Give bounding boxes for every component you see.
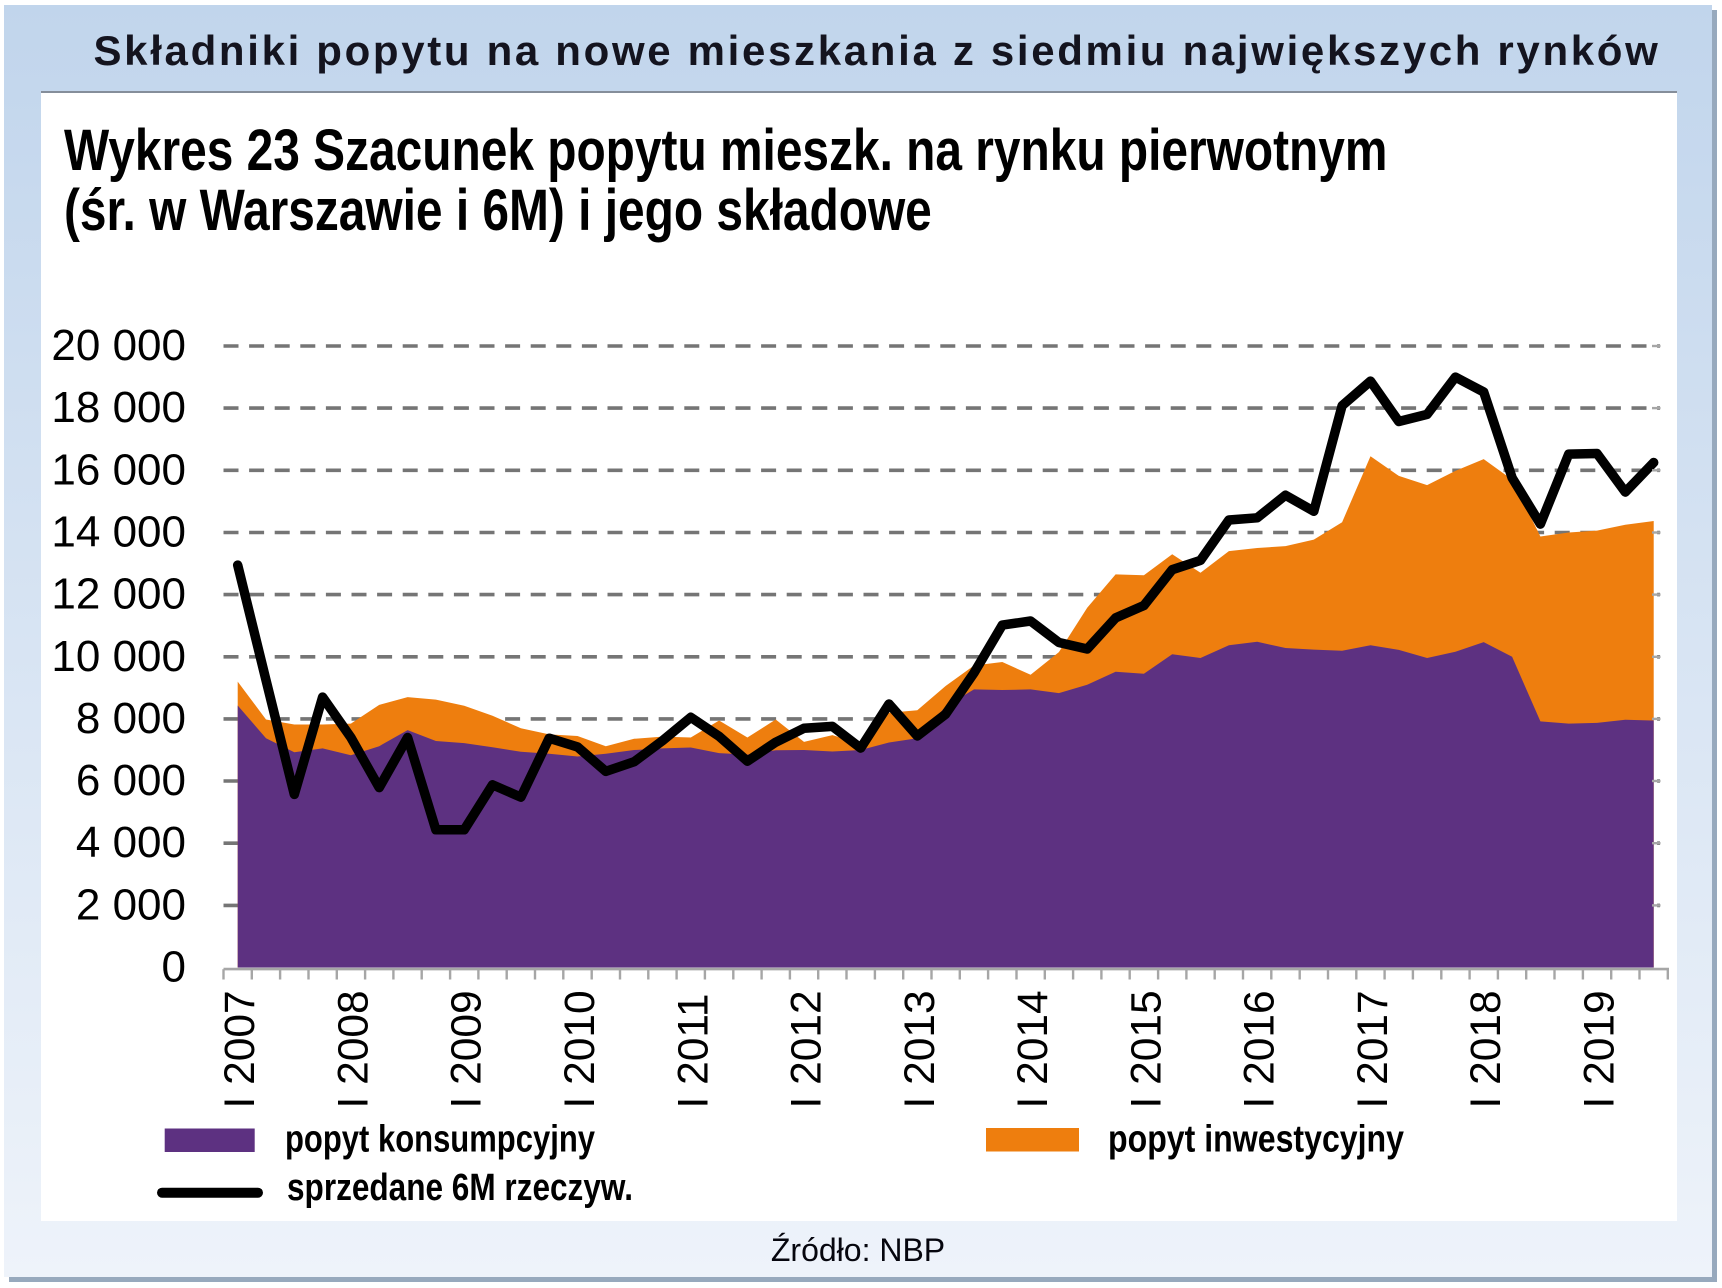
- svg-text:14 000: 14 000: [51, 508, 186, 557]
- svg-text:I 2009: I 2009: [444, 990, 491, 1108]
- svg-text:I 2011: I 2011: [670, 993, 717, 1108]
- svg-text:8 000: 8 000: [76, 694, 186, 743]
- svg-text:16 000: 16 000: [51, 445, 186, 494]
- svg-text:I 2018: I 2018: [1463, 990, 1510, 1108]
- svg-text:I 2014: I 2014: [1010, 990, 1057, 1108]
- svg-text:12 000: 12 000: [51, 570, 186, 619]
- svg-text:I 2017: I 2017: [1350, 990, 1397, 1108]
- svg-text:sprzedane 6M rzeczyw.: sprzedane 6M rzeczyw.: [287, 1167, 633, 1209]
- svg-text:I 2015: I 2015: [1123, 990, 1170, 1108]
- svg-text:18 000: 18 000: [51, 383, 186, 432]
- svg-text:I 2019: I 2019: [1577, 990, 1624, 1108]
- svg-text:popyt konsumpcyjny: popyt konsumpcyjny: [285, 1119, 595, 1161]
- svg-text:10 000: 10 000: [51, 632, 186, 681]
- svg-text:6 000: 6 000: [76, 756, 186, 805]
- svg-text:I 2010: I 2010: [557, 990, 604, 1108]
- svg-text:20 000: 20 000: [51, 321, 186, 370]
- svg-text:I 2007: I 2007: [217, 990, 264, 1108]
- svg-text:0: 0: [162, 943, 186, 992]
- svg-text:I 2012: I 2012: [784, 990, 831, 1108]
- svg-text:2 000: 2 000: [76, 880, 186, 929]
- svg-text:I 2013: I 2013: [897, 990, 944, 1108]
- svg-text:popyt inwestycyjny: popyt inwestycyjny: [1108, 1119, 1404, 1161]
- svg-text:4 000: 4 000: [76, 818, 186, 867]
- svg-text:I 2016: I 2016: [1237, 990, 1284, 1108]
- svg-text:I 2008: I 2008: [330, 990, 377, 1108]
